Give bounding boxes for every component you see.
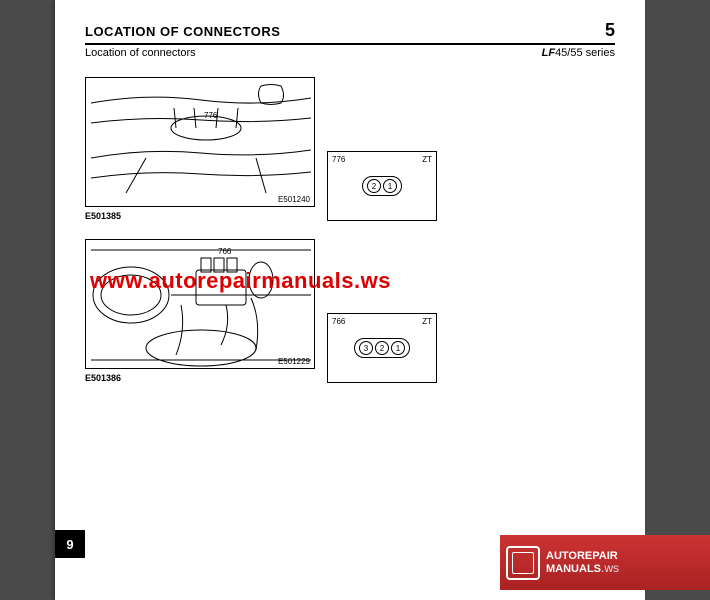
connector-1: 776 ZT 2 1 <box>327 151 437 221</box>
badge-line2: MANUALS.ws <box>546 562 619 575</box>
figure-1-label: E501385 <box>85 211 315 221</box>
figure-1: 776 E501240 <box>85 77 315 207</box>
section-subtitle: Location of connectors <box>85 47 196 59</box>
series-label: LF45/55 series <box>542 47 615 59</box>
figure-2-wrap: 766 E501229 E501386 <box>85 239 315 383</box>
figure-1-wrap: 776 E501240 E501385 <box>85 77 315 221</box>
pin: 1 <box>391 341 405 355</box>
diagram-2-svg: 766 <box>86 240 316 370</box>
pin: 2 <box>375 341 389 355</box>
page-content: LOCATION OF CONNECTORS 5 Location of con… <box>55 0 645 403</box>
connector-2: 766 ZT 3 2 1 <box>327 313 437 383</box>
connector-2-zt: ZT <box>422 317 432 326</box>
subheader: Location of connectors LF45/55 series <box>85 47 615 59</box>
pin: 1 <box>383 179 397 193</box>
chapter-tab: 9 <box>55 530 85 558</box>
manual-page: LOCATION OF CONNECTORS 5 Location of con… <box>55 0 645 600</box>
connector-1-num: 776 <box>332 155 345 164</box>
connector-2-pins: 3 2 1 <box>354 338 410 358</box>
callout-776: 776 <box>204 111 218 120</box>
figure-row-2: 766 E501229 E501386 766 ZT 3 2 1 <box>85 239 615 383</box>
badge-icon <box>506 546 540 580</box>
figure-1-id: E501240 <box>278 195 310 204</box>
figure-2-label: E501386 <box>85 373 315 383</box>
page-header: LOCATION OF CONNECTORS 5 <box>85 20 615 45</box>
connector-2-num: 766 <box>332 317 345 326</box>
pin: 3 <box>359 341 373 355</box>
section-title: LOCATION OF CONNECTORS <box>85 24 280 39</box>
callout-766: 766 <box>218 247 232 256</box>
badge-text: AUTOREPAIR MANUALS.ws <box>546 550 619 575</box>
connector-1-pins: 2 1 <box>362 176 402 196</box>
diagram-1-svg: 776 <box>86 78 316 208</box>
figure-2-id: E501229 <box>278 357 310 366</box>
watermark-text: www.autorepairmanuals.ws <box>90 268 391 294</box>
pin: 2 <box>367 179 381 193</box>
page-number: 5 <box>605 20 615 41</box>
figure-row-1: 776 E501240 E501385 776 ZT 2 1 <box>85 77 615 221</box>
site-badge[interactable]: AUTOREPAIR MANUALS.ws <box>500 535 710 590</box>
figure-2: 766 E501229 <box>85 239 315 369</box>
connector-1-zt: ZT <box>422 155 432 164</box>
